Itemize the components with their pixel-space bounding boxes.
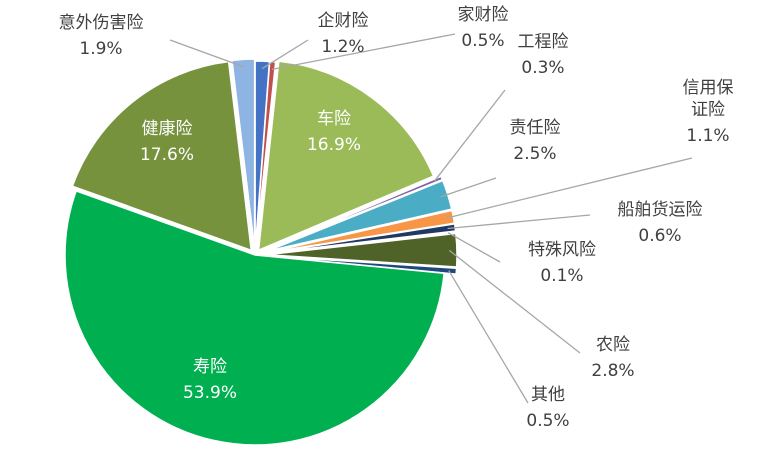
slice-6-leader-line: [447, 214, 591, 230]
slice-5-value-label: 1.1%: [686, 126, 729, 146]
slice-4-name-label: 责任险: [510, 118, 561, 138]
slice-5-name-label: 证险: [691, 100, 725, 120]
slice-12-name-label: 意外伤害险: [59, 13, 144, 33]
slice-11-value-label: 17.6%: [140, 145, 194, 165]
slice-8-value-label: 2.8%: [591, 361, 634, 381]
slice-5-name-label: 信用保: [683, 78, 734, 98]
slice-1-value-label: 0.5%: [461, 31, 504, 51]
slice-0-leader-line: [261, 39, 309, 70]
slice-0-value-label: 1.2%: [321, 37, 364, 57]
slice-10-name-label: 寿险: [193, 357, 227, 377]
slice-7-value-label: 0.1%: [540, 266, 583, 286]
slice-2-value-label: 16.9%: [307, 135, 361, 155]
slice-3-name-label: 工程险: [518, 32, 569, 52]
slice-1-leader-line: [271, 33, 456, 71]
slice-10-value-label: 53.9%: [183, 383, 237, 403]
pie-slices: [64, 58, 458, 446]
slice-7-wedge: [266, 230, 457, 255]
slice-6-value-label: 0.6%: [638, 226, 681, 246]
slice-2-name-label: 车险: [317, 109, 351, 129]
leader-lines: [169, 33, 693, 404]
slice-4-leader-line: [440, 177, 497, 198]
slice-8-name-label: 农险: [596, 335, 630, 355]
slice-12-value-label: 1.9%: [79, 39, 122, 59]
slice-6-name-label: 船舶货运险: [618, 200, 703, 220]
slice-11-name-label: 健康险: [142, 119, 193, 139]
slice-0-name-label: 企财险: [318, 11, 369, 31]
slice-8-wedge: [266, 232, 458, 268]
slice-3-wedge: [265, 175, 444, 252]
slice-11-wedge: [71, 60, 253, 252]
slice-3-leader-line: [434, 89, 506, 182]
slice-12-wedge: [231, 58, 256, 250]
slice-1-name-label: 家财险: [458, 5, 509, 25]
slice-8-leader-line: [448, 249, 581, 354]
slice-5-leader-line: [445, 157, 693, 219]
slice-9-value-label: 0.5%: [526, 411, 569, 431]
slice-9-name-label: 其他: [531, 385, 565, 405]
slice-4-value-label: 2.5%: [513, 144, 556, 164]
slice-7-name-label: 特殊风险: [528, 240, 596, 260]
slice-9-leader-line: [448, 270, 529, 404]
slice-labels: 企财险 1.2% 家财险 0.5% 车险 16.9% 工程险 0.3% 责任险 2.5% 信用保证险…: [59, 5, 734, 431]
slice-10-wedge: [64, 189, 445, 446]
slice-3-value-label: 0.3%: [521, 58, 564, 78]
slice-7-leader-line: [447, 232, 501, 263]
slice-12-leader-line: [169, 39, 244, 68]
